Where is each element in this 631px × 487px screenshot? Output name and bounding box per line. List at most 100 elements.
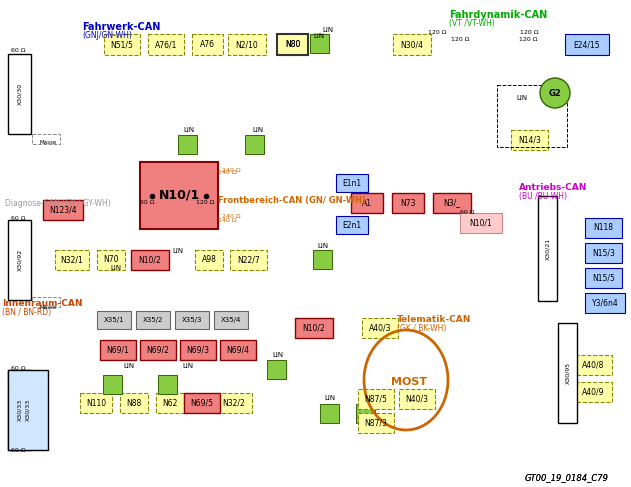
Text: Frontbereich-CAN (GN/ GN-WH): Frontbereich-CAN (GN/ GN-WH) [218,196,366,205]
Text: LIN: LIN [322,27,333,33]
Text: Antriebs-CAN: Antriebs-CAN [519,183,587,192]
Bar [575,355,612,375]
Bar [575,382,612,402]
Bar [245,135,264,154]
Text: Y3/6n4: Y3/6n4 [592,299,618,307]
Bar [277,34,308,55]
Text: Telematik-CAN: Telematik-CAN [397,315,471,324]
Text: LIN: LIN [110,265,121,271]
Text: LIN: LIN [272,352,283,358]
Bar [460,213,502,233]
Text: N88: N88 [126,398,141,408]
Text: N80: N80 [285,40,300,49]
Bar [131,250,169,270]
Text: N30/4: N30/4 [401,40,423,49]
Bar [216,393,252,413]
Text: N69/2: N69/2 [146,345,170,355]
Text: (BN / BN-RD): (BN / BN-RD) [2,308,51,317]
Bar [8,370,31,450]
Text: X35/3: X35/3 [182,317,203,323]
Circle shape [540,78,570,108]
Text: (BU /BU-WH): (BU /BU-WH) [519,192,567,201]
Text: N51/5: N51/5 [110,40,133,49]
Text: 60 Ω: 60 Ω [11,216,25,221]
Text: N69/5: N69/5 [191,398,213,408]
Bar [320,404,339,423]
Bar [230,250,267,270]
Text: (GNJ/GN-WH): (GNJ/GN-WH) [82,31,132,40]
Text: N14/3: N14/3 [518,135,541,145]
Bar [178,135,197,154]
Bar [277,34,308,55]
Text: 120 Ω: 120 Ω [428,30,447,35]
Bar [336,216,368,234]
Bar [8,370,48,450]
Bar [55,250,89,270]
Text: 60 Ω: 60 Ω [460,210,475,215]
Bar [8,220,31,300]
Text: 240 Ω: 240 Ω [218,170,237,175]
Text: N15/3: N15/3 [592,248,615,258]
Text: N80: N80 [285,40,300,49]
Bar [32,297,60,307]
Bar [310,34,329,53]
Text: 120 Ω: 120 Ω [520,30,538,35]
Text: GT00_19_0184_C79: GT00_19_0184_C79 [525,473,609,482]
Text: X30/30: X30/30 [17,83,22,105]
Text: X35/1: X35/1 [103,317,124,323]
Bar [399,389,435,409]
Bar [356,404,375,423]
Text: 240 Ω: 240 Ω [222,168,240,173]
Bar [558,323,577,423]
Text: Fahrwerk-CAN: Fahrwerk-CAN [82,22,160,32]
Bar [362,318,398,338]
Text: LIN: LIN [123,363,134,369]
Text: N10/2: N10/2 [139,256,162,264]
Text: LIN: LIN [313,33,324,39]
Text: N10/1: N10/1 [158,189,199,202]
Bar [140,340,176,360]
Text: 240 Ω: 240 Ω [222,214,240,219]
Bar [313,250,332,269]
Text: (GK / BK-WH): (GK / BK-WH) [397,324,446,333]
Bar [358,413,394,433]
Bar [220,340,256,360]
Text: E2n1: E2n1 [343,221,362,229]
Text: (VT /VT-WH): (VT /VT-WH) [449,19,495,28]
Text: N32/1: N32/1 [61,256,83,264]
Bar [565,34,609,55]
Bar [195,250,223,270]
Text: N2/10: N2/10 [235,40,258,49]
Text: 60 Ω: 60 Ω [11,48,25,53]
Text: N10/2: N10/2 [303,323,326,333]
Bar [295,318,333,338]
Text: 120 Ω: 120 Ω [196,200,215,205]
Bar [351,193,383,213]
Text: Innenraum-CAN: Innenraum-CAN [2,299,83,308]
Bar [43,200,83,220]
Bar [180,340,216,360]
Text: A40/9: A40/9 [582,388,604,396]
Bar [214,311,248,329]
Bar [100,340,136,360]
Bar [511,130,548,150]
Bar [393,34,431,55]
Text: X35/4: X35/4 [221,317,241,323]
Bar [392,193,424,213]
Bar [228,34,266,55]
Text: 60 Ω: 60 Ω [140,200,155,205]
Text: LIN: LIN [183,127,194,133]
Text: 60 Ω: 60 Ω [11,366,25,371]
Text: E24/15: E24/15 [574,40,600,49]
Text: LIN: LIN [516,95,527,101]
Bar [585,218,622,238]
Bar [585,293,625,313]
Bar [104,34,140,55]
Bar [175,311,209,329]
Text: N123/4: N123/4 [49,206,77,214]
Bar [336,174,368,192]
Text: 60 Ω: 60 Ω [11,448,25,453]
Text: 240 Ω: 240 Ω [218,218,237,223]
Text: G2: G2 [548,89,562,97]
Text: LIN: LIN [324,395,335,401]
